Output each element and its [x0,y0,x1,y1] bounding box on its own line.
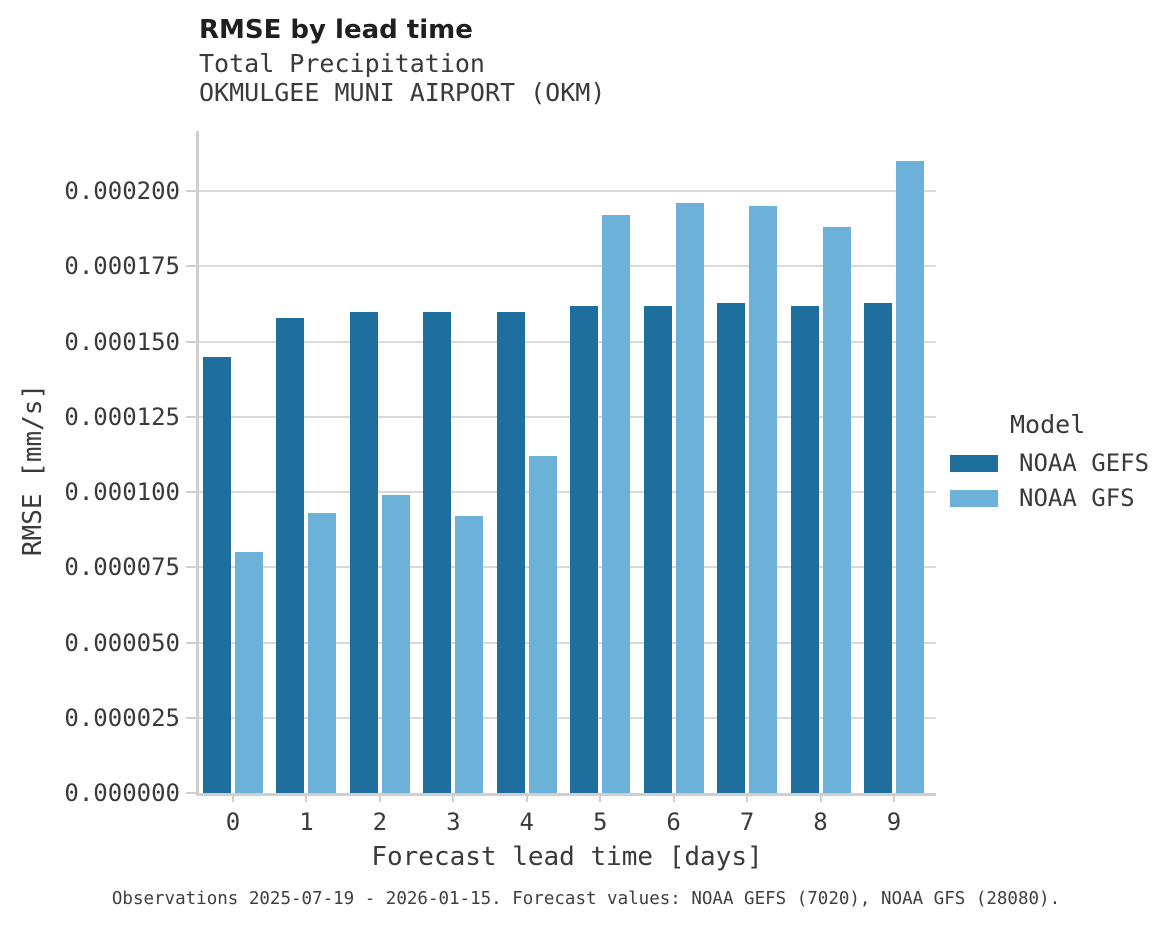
x-tick-label: 4 [519,808,534,836]
bar-noaa-gefs-day4 [496,311,525,794]
bar-noaa-gefs-day3 [423,311,452,794]
bar-noaa-gfs-day3 [455,516,484,794]
gridline [197,416,936,418]
bar-noaa-gfs-day4 [528,455,557,794]
legend-title: Model [1010,410,1086,439]
y-tick-label: 0.000150 [64,328,180,356]
y-tick-label: 0.000000 [64,779,180,807]
x-tick-mark [892,796,895,802]
x-tick-label: 3 [446,808,461,836]
legend-label-noaa-gefs: NOAA GEFS [1019,449,1150,477]
bar-noaa-gfs-day5 [602,215,631,794]
x-tick-label: 7 [739,808,755,836]
x-tick-label: 2 [372,808,388,836]
y-tick-label: 0.000125 [64,403,180,431]
y-tick-mark [186,341,196,343]
x-tick-label: 9 [886,808,902,836]
y-tick-mark [186,491,196,493]
x-tick-mark [378,796,381,802]
bar-noaa-gefs-day8 [790,305,819,794]
legend-row-noaa-gfs: NOAA GFS [950,484,1149,512]
bar-noaa-gefs-day2 [349,311,378,794]
bar-noaa-gfs-day9 [895,161,924,794]
y-tick-mark [186,265,196,267]
x-tick-label: 6 [666,808,681,836]
y-tick-label: 0.000175 [64,252,180,280]
bar-noaa-gefs-day7 [717,302,746,794]
y-tick-label: 0.000025 [64,704,180,732]
x-axis-spine [196,793,936,796]
bar-noaa-gefs-day0 [203,356,231,794]
x-tick-mark [599,796,602,802]
gridline [197,190,936,192]
x-tick-label: 8 [813,808,828,836]
x-tick-label: 0 [225,808,241,836]
x-tick-label: 1 [299,808,314,836]
chart-subtitle-station: OKMULGEE MUNI AIRPORT (OKM) [199,78,606,107]
x-tick-mark [525,796,528,802]
legend-swatch-noaa-gfs [950,489,998,507]
y-tick-mark [186,717,196,719]
gridline [197,566,936,568]
x-tick-mark [746,796,749,802]
bar-noaa-gefs-day1 [276,317,305,794]
bar-noaa-gfs-day1 [308,513,337,794]
x-tick-label: 5 [592,808,608,836]
legend-rows: NOAA GEFS NOAA GFS [950,449,1150,512]
bar-noaa-gefs-day9 [863,302,892,794]
y-tick-label: 0.000200 [64,177,180,205]
y-tick-mark [186,190,196,192]
chart-subtitle-variable: Total Precipitation [199,49,485,78]
bar-noaa-gfs-day8 [822,227,851,794]
x-tick-mark [452,796,455,802]
x-tick-mark [819,796,822,802]
bar-noaa-gefs-day5 [570,305,599,794]
bar-noaa-gefs-day6 [643,305,672,794]
y-tick-mark [186,416,196,418]
y-tick-mark [186,566,196,568]
chart-title: RMSE by lead time [199,15,473,45]
bar-noaa-gfs-day6 [675,203,704,794]
x-tick-mark [672,796,675,802]
gridline [197,491,936,493]
legend: Model NOAA GEFS NOAA GFS [950,412,1149,523]
y-tick-label: 0.000075 [64,553,180,581]
x-tick-mark [232,796,234,802]
legend-row-noaa-gefs: NOAA GEFS [950,449,1150,477]
x-axis-label: Forecast lead time [days] [371,842,763,872]
legend-label-noaa-gfs: NOAA GFS [1019,484,1135,512]
gridline [197,717,936,719]
y-tick-label: 0.000050 [64,629,180,657]
gridline [197,341,936,343]
y-tick-label: 0.000100 [64,478,180,506]
bar-noaa-gfs-day2 [381,495,410,794]
gridline [197,265,936,267]
footer-caption: Observations 2025-07-19 - 2026-01-15. Fo… [111,889,1061,909]
x-tick-mark [305,796,308,802]
y-tick-mark [186,642,196,644]
bar-noaa-gfs-day0 [235,552,263,794]
bar-noaa-gfs-day7 [749,206,778,794]
y-axis-spine [196,131,199,795]
y-tick-mark [186,792,196,794]
gridline [197,642,936,644]
legend-swatch-noaa-gefs [950,454,998,472]
